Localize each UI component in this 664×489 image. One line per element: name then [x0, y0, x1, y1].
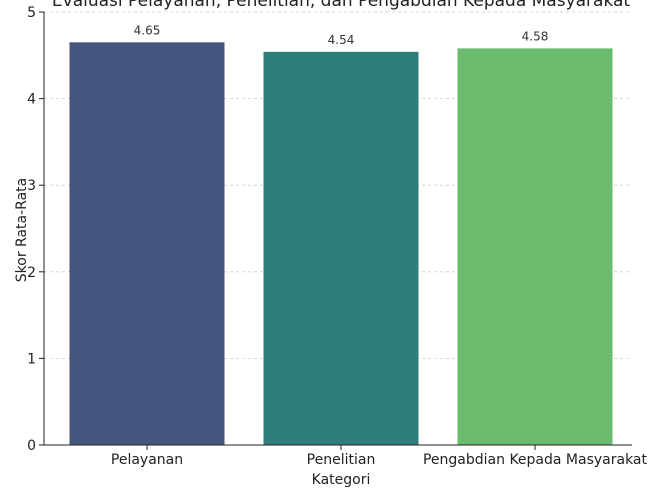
y-tick-label: 0: [27, 438, 36, 454]
y-tick-label: 3: [27, 178, 36, 194]
data-label: 4.58: [522, 29, 549, 43]
x-tick-label: Pelayanan: [111, 452, 183, 468]
axes: [43, 12, 632, 446]
bar: [69, 42, 225, 446]
y-axis-title: Skor Rata-Rata: [14, 178, 30, 282]
y-axis-ticks: 0 1 2 3 4 5: [27, 5, 44, 454]
data-label: 4.65: [134, 23, 161, 37]
x-tick-label: Pengabdian Kepada Masyarakat: [423, 452, 648, 468]
x-tick-label: Penelitian: [307, 452, 376, 468]
bars: [69, 42, 613, 446]
y-tick-label: 1: [27, 351, 36, 367]
y-tick-label: 5: [27, 5, 36, 21]
x-axis-title: Kategori: [312, 472, 371, 488]
data-label: 4.54: [328, 33, 355, 47]
chart-title: Evaluasi Pelayanan, Penelitian, dan Peng…: [52, 0, 631, 11]
bar: [263, 51, 419, 445]
data-labels: 4.65 4.54 4.58: [134, 23, 549, 47]
y-tick-label: 2: [27, 265, 36, 281]
x-axis-ticks: Pelayanan Penelitian Pengabdian Kepada Mas…: [111, 445, 648, 468]
y-tick-label: 4: [27, 92, 36, 108]
bar: [457, 48, 613, 445]
